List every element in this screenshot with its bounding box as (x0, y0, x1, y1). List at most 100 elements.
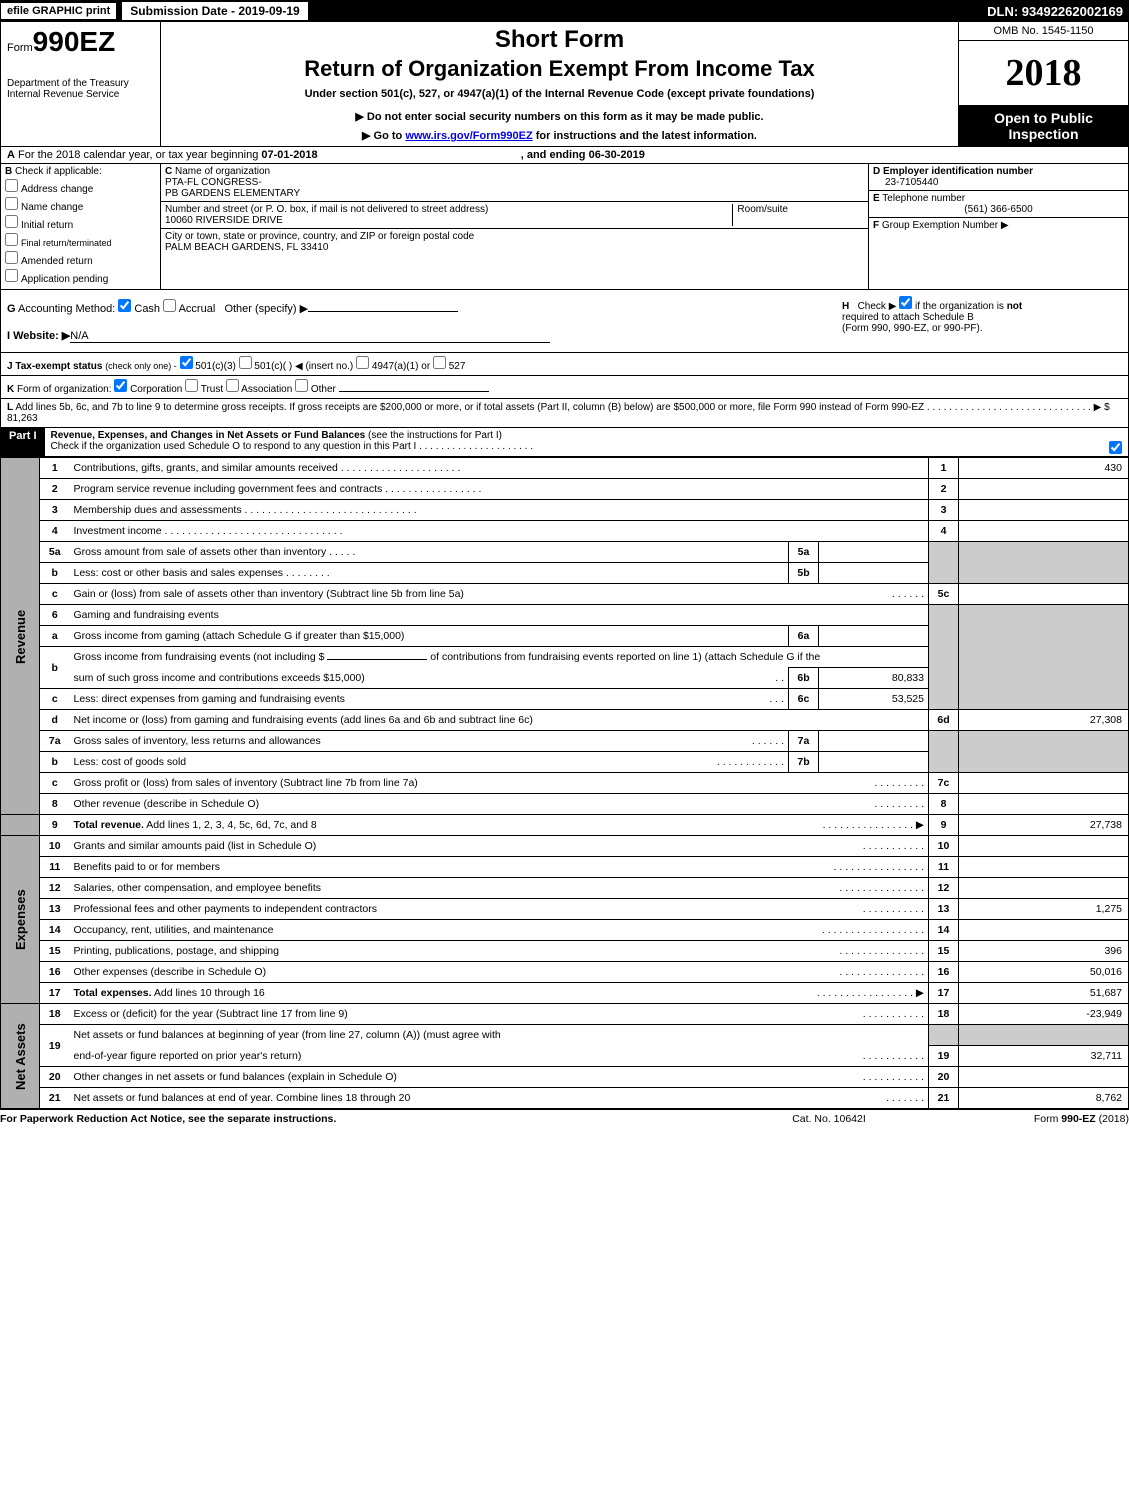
d-val: 23-7105440 (885, 177, 938, 188)
l21-box: 21 (929, 1088, 959, 1109)
line-7c: c Gross profit or (loss) from sales of i… (1, 773, 1129, 794)
form-number: Form990EZ (7, 26, 154, 58)
part1-header: Part I Revenue, Expenses, and Changes in… (0, 428, 1129, 457)
l18-box: 18 (929, 1004, 959, 1025)
e-lbl: Telephone number (882, 193, 965, 204)
f-row: F Group Exemption Number ▶ (869, 218, 1128, 289)
chk-name-change-box[interactable] (5, 197, 18, 210)
l7b-sub: 7b (789, 752, 819, 773)
l20-box: 20 (929, 1067, 959, 1088)
l5a-sub: 5a (789, 542, 819, 563)
h-check[interactable] (899, 296, 912, 309)
g-other-input[interactable] (308, 311, 458, 312)
j-opt2: 501(c)( ) ◀ (insert no.) (254, 361, 353, 372)
f-label: F (873, 220, 879, 231)
l6-shade (929, 605, 959, 710)
part1-schedule-o-chk[interactable] (1109, 441, 1122, 454)
l19-shade-val (959, 1025, 1129, 1046)
l7a-no: 7a (40, 731, 70, 752)
chk-address-change-box[interactable] (5, 179, 18, 192)
l17-val: 51,687 (959, 983, 1129, 1004)
part1-title-wrap: Revenue, Expenses, and Changes in Net As… (45, 428, 1128, 456)
g-accrual-chk[interactable] (163, 299, 176, 312)
l6d-desc: Net income or (loss) from gaming and fun… (70, 710, 929, 731)
b-center: C Name of organization PTA-FL CONGRESS- … (161, 164, 868, 289)
row-a: A For the 2018 calendar year, or tax yea… (0, 147, 1129, 164)
l6d-box: 6d (929, 710, 959, 731)
chk-application-pending[interactable]: Application pending (5, 269, 156, 285)
footer-right-post: (2018) (1096, 1113, 1129, 1125)
l13-dots: . . . . . . . . . . . (863, 903, 924, 915)
chk-final-return[interactable]: Final return/terminated (5, 233, 156, 249)
chk-label-5: Application pending (21, 274, 108, 285)
chk-final-return-box[interactable] (5, 233, 18, 246)
chk-amended-box[interactable] (5, 251, 18, 264)
j-527-chk[interactable] (433, 356, 446, 369)
k-other-line[interactable] (339, 391, 489, 392)
l17-desc: Add lines 10 through 16 (152, 987, 265, 999)
chk-address-change[interactable]: Address change (5, 179, 156, 195)
l5a-desc: Gross amount from sale of assets other t… (70, 542, 789, 563)
l7c-box: 7c (929, 773, 959, 794)
k-opt0: Corporation (130, 384, 182, 395)
c-addr-val: 10060 RIVERSIDE DRIVE (165, 215, 283, 226)
d-label: D (873, 166, 880, 177)
j-501c3-chk[interactable] (180, 356, 193, 369)
g-cash: Cash (134, 303, 160, 315)
l17-no: 17 (40, 983, 70, 1004)
j-opt1: 501(c)(3) (195, 361, 236, 372)
l5-shade (929, 542, 959, 584)
l6b-desc2: of contributions from fundraising events… (430, 651, 820, 663)
g-cash-chk[interactable] (118, 299, 131, 312)
l9-val: 27,738 (959, 815, 1129, 836)
chk-initial-return[interactable]: Initial return (5, 215, 156, 231)
l6b-desc3-wrap: sum of such gross income and contributio… (70, 668, 789, 689)
c-name-lbl: Name of organization (175, 166, 270, 177)
l18-dots: . . . . . . . . . . . (863, 1008, 924, 1020)
l7b-no: b (40, 752, 70, 773)
c-name-row: C Name of organization PTA-FL CONGRESS- … (161, 164, 868, 202)
irs-link[interactable]: www.irs.gov/Form990EZ (405, 130, 532, 142)
footer-right-b: 990-EZ (1061, 1113, 1095, 1125)
j-label: J Tax-exempt status (7, 361, 102, 372)
l15-desc: Printing, publications, postage, and shi… (74, 945, 279, 957)
l5b-desc: Less: cost or other basis and sales expe… (70, 563, 789, 584)
l8-desc: Other revenue (describe in Schedule O) (74, 798, 260, 810)
l4-box: 4 (929, 521, 959, 542)
chk-name-change[interactable]: Name change (5, 197, 156, 213)
l6a-sub: 6a (789, 626, 819, 647)
l5c-desc-wrap: Gain or (loss) from sale of assets other… (70, 584, 929, 605)
k-opt3: Other (311, 384, 336, 395)
l12-dots: . . . . . . . . . . . . . . . (839, 882, 924, 894)
row-g-right: H Check ▶ if the organization is not req… (832, 296, 1122, 346)
l6a-desc: Gross income from gaming (attach Schedul… (70, 626, 789, 647)
k-corp-chk[interactable] (114, 379, 127, 392)
k-other-chk[interactable] (295, 379, 308, 392)
l14-desc: Occupancy, rent, utilities, and maintena… (74, 924, 274, 936)
footer-right: Form 990-EZ (2018) (929, 1113, 1129, 1125)
l21-desc-wrap: Net assets or fund balances at end of ye… (70, 1088, 929, 1109)
top-bar: efile GRAPHIC print Submission Date - 20… (0, 0, 1129, 22)
chk-app-pending-box[interactable] (5, 269, 18, 282)
k-assoc-chk[interactable] (226, 379, 239, 392)
b-check-if: Check if applicable: (15, 166, 102, 177)
line-19-1: 19 Net assets or fund balances at beginn… (1, 1025, 1129, 1046)
l6a-no: a (40, 626, 70, 647)
l4-no: 4 (40, 521, 70, 542)
l11-dots: . . . . . . . . . . . . . . . . (834, 861, 924, 873)
l8-dots: . . . . . . . . . (874, 798, 924, 810)
l13-box: 13 (929, 899, 959, 920)
l8-desc-wrap: Other revenue (describe in Schedule O) .… (70, 794, 929, 815)
j-4947-chk[interactable] (356, 356, 369, 369)
l6b-desc3: sum of such gross income and contributio… (74, 672, 365, 684)
l6d-no: d (40, 710, 70, 731)
k-trust-chk[interactable] (185, 379, 198, 392)
page-footer: For Paperwork Reduction Act Notice, see … (0, 1109, 1129, 1128)
l15-val: 396 (959, 941, 1129, 962)
j-501c-chk[interactable] (239, 356, 252, 369)
chk-amended-return[interactable]: Amended return (5, 251, 156, 267)
i-line: I Website: ▶N/A (7, 329, 832, 343)
chk-initial-return-box[interactable] (5, 215, 18, 228)
l6b-blank[interactable] (327, 659, 427, 660)
l19-val: 32,711 (959, 1046, 1129, 1067)
